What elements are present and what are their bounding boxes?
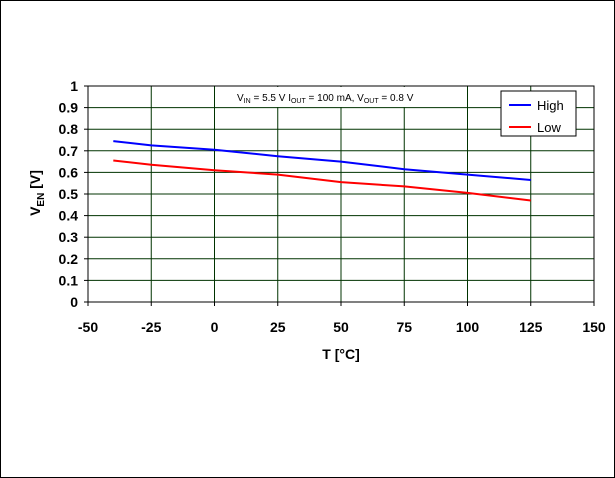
annotation-text: V [237, 93, 244, 104]
y-tick-label: 0.1 [59, 272, 79, 288]
axes [84, 85, 595, 306]
annotation-subscript: IN [244, 98, 251, 105]
x-axis-title: T [°C] [322, 346, 359, 362]
x-tick-label: 100 [456, 319, 480, 335]
series-line-high [113, 140, 531, 181]
y-axis-title-unit: [V] [27, 170, 43, 193]
y-tick-labels: 0 0.1 0.2 0.3 0.4 0.5 0.6 0.7 0.8 0.9 1 [59, 78, 79, 310]
y-tick-label: 0.3 [59, 229, 79, 245]
series-group [113, 140, 531, 202]
x-tick-label: 75 [396, 319, 412, 335]
x-tick-label: 0 [211, 319, 219, 335]
annotation-subscript: OUT [364, 98, 380, 105]
x-tick-label: 25 [270, 319, 286, 335]
y-axis-title-sub: EN [36, 193, 47, 207]
legend-label-low: Low [537, 120, 561, 135]
x-tick-label: 125 [519, 319, 543, 335]
x-tick-label: 50 [333, 319, 349, 335]
annotation-text: = 100 mA, V [306, 93, 364, 104]
series-line-low [113, 159, 531, 202]
y-tick-label: 0.8 [59, 121, 79, 137]
conditions-annotation: VIN = 5.5 V IOUT = 100 mA, VOUT = 0.8 V [237, 93, 414, 105]
annotation-box: VIN = 5.5 V IOUT = 100 mA, VOUT = 0.8 V [228, 87, 450, 107]
y-tick-label: 0.6 [59, 164, 79, 180]
y-tick-label: 0.4 [59, 208, 79, 224]
y-axis-title-main: V [27, 206, 43, 216]
annotation-text: = 5.5 V I [251, 93, 291, 104]
y-tick-label: 0 [70, 294, 78, 310]
legend-box [500, 90, 577, 137]
legend-label-high: High [537, 98, 564, 113]
x-tick-label: -25 [141, 319, 161, 335]
legend: High Low [500, 90, 577, 137]
legend-items: High Low [509, 98, 564, 135]
y-tick-label: 0.2 [59, 251, 79, 267]
y-axis-title: VEN [V] [27, 170, 47, 216]
y-tick-label: 1 [70, 78, 78, 94]
x-tick-label: -50 [78, 319, 98, 335]
annotation-subscript: OUT [291, 98, 307, 105]
x-tick-label: 150 [582, 319, 606, 335]
y-tick-label: 0.9 [59, 100, 79, 116]
x-tick-labels: -50 -25 0 25 50 75 100 125 150 [78, 319, 606, 335]
y-tick-label: 0.5 [59, 186, 79, 202]
y-tick-label: 0.7 [59, 143, 79, 159]
annotation-text: = 0.8 V [379, 93, 414, 104]
